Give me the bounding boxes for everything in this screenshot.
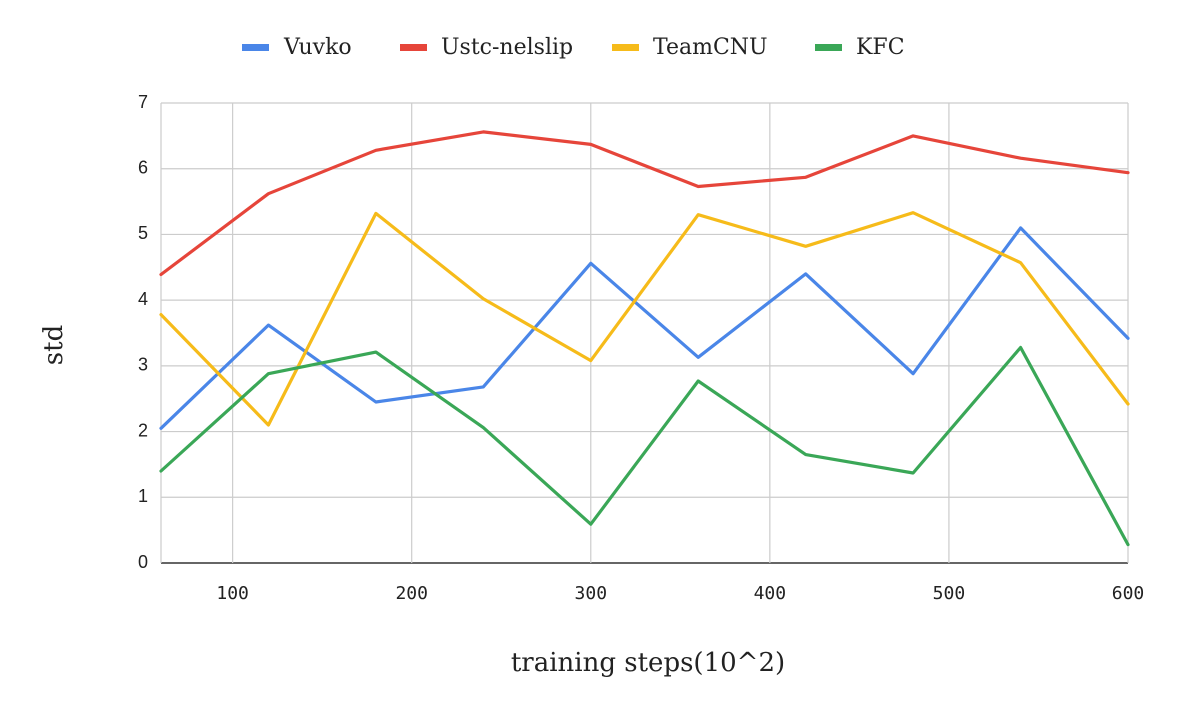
x-tick-label: 100 (216, 583, 249, 604)
x-axis-ticks: 100 200 300 400 500 600 (216, 583, 1144, 604)
legend-label: Ustc-nelslip (441, 35, 573, 60)
grid (160, 102, 1129, 564)
y-tick-label: 2 (138, 420, 148, 440)
y-tick-label: 5 (138, 223, 148, 243)
legend-item-ustc-nelslip[interactable]: Ustc-nelslip (400, 35, 573, 60)
y-tick-label: 7 (138, 92, 148, 112)
series-lines (159, 130, 1130, 547)
x-tick-label: 500 (933, 583, 966, 604)
y-tick-label: 4 (138, 289, 148, 309)
x-tick-label: 600 (1112, 583, 1145, 604)
legend-swatch (242, 44, 269, 51)
y-tick-label: 0 (138, 552, 148, 572)
y-tick-label: 6 (138, 157, 148, 177)
x-tick-label: 200 (395, 583, 428, 604)
legend-swatch (815, 44, 842, 51)
y-tick-label: 3 (138, 355, 148, 375)
legend-label: TeamCNU (653, 35, 768, 60)
legend[interactable]: Vuvko Ustc-nelslip TeamCNU KFC (242, 35, 905, 60)
legend-item-kfc[interactable]: KFC (815, 35, 905, 60)
series-line-teamcnu (159, 211, 1130, 427)
legend-swatch (400, 44, 427, 51)
legend-item-vuvko[interactable]: Vuvko (242, 35, 352, 60)
legend-swatch (612, 44, 639, 51)
x-tick-label: 300 (575, 583, 608, 604)
y-tick-label: 1 (138, 486, 148, 506)
legend-item-teamcnu[interactable]: TeamCNU (612, 35, 768, 60)
series-line-ustc-nelslip (159, 130, 1130, 277)
series-line-vuvko (159, 226, 1130, 430)
y-axis-title: std (39, 325, 69, 365)
legend-label: KFC (856, 35, 905, 60)
series-line-kfc (159, 345, 1130, 547)
x-axis-title: training steps(10^2) (511, 648, 785, 678)
legend-label: Vuvko (283, 35, 352, 60)
y-axis-ticks: 0 1 2 3 4 5 6 7 (138, 92, 148, 572)
x-tick-label: 400 (754, 583, 787, 604)
